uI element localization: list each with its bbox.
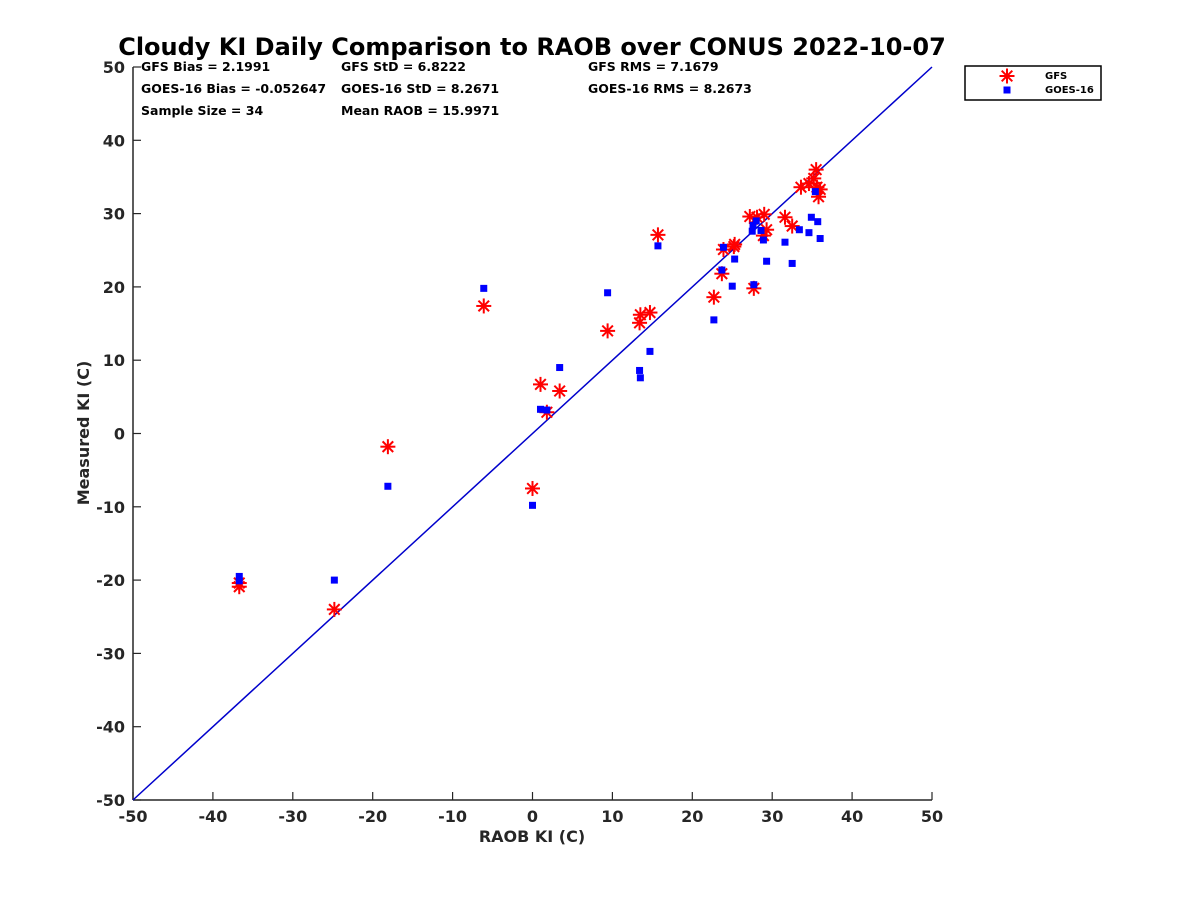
goes-16-point [728,282,736,290]
x-tick-label: 10 [601,807,623,826]
gfs-point [476,298,492,314]
gfs-point [756,206,772,222]
x-tick-label: 30 [761,807,783,826]
stat-gfs-bias: GFS Bias = 2.1991 [141,59,270,74]
legend-box [964,65,1102,101]
data-marks [231,162,828,617]
goes-16-point [749,221,757,229]
y-tick-label: -30 [96,644,125,663]
y-tick-label: 30 [103,205,125,224]
gfs-point [326,601,342,617]
gfs-point [525,480,540,496]
x-tick-label: 0 [527,807,538,826]
goes-16-point [330,576,338,584]
legend-markers [999,68,1015,94]
goes-16-point [795,226,803,234]
legend-label-goes16: GOES-16 [1045,85,1094,96]
gfs-point [808,162,824,178]
goes-16-point [556,364,564,372]
stat-sample-size: Sample Size = 34 [141,103,263,118]
goes-16-point [536,405,544,413]
gfs-point [632,307,648,323]
legend-marker-gfs [999,68,1015,84]
goes-16-point [718,266,726,274]
goes-16-point [763,257,771,265]
x-tick-label: -50 [119,807,148,826]
goes-16-point [788,259,796,267]
stat-gfs-rms: GFS RMS = 7.1679 [588,59,719,74]
legend: GFS GOES-16 [964,65,1102,101]
legend-label-gfs: GFS [1045,71,1067,82]
goes-16-point [529,501,536,509]
goes-16-point [646,347,654,355]
stat-gfs-std: GFS StD = 6.8222 [341,59,466,74]
x-tick-label: -20 [358,807,387,826]
gfs-point [777,209,793,225]
gfs-point [726,239,742,255]
chart-title: Cloudy KI Daily Comparison to RAOB over … [118,33,946,61]
gfs-point [600,323,616,339]
y-tick-label: -40 [96,718,125,737]
y-tick-label: -10 [96,498,125,517]
goes-16-point [636,374,644,382]
gfs-point [784,218,800,234]
x-tick-label: -10 [438,807,467,826]
goes-16-point [719,243,727,251]
stats-panel: GFS Bias = 2.1991 GFS StD = 6.8222 GFS R… [141,59,752,118]
axis-ticks: -50 -40 -30 -20 -10 0 10 20 30 40 50 -50 -40 -30 -20 -1… [96,58,943,826]
goes-16-point [235,572,243,580]
x-tick-label: 50 [921,807,943,826]
goes-16-point [480,284,488,292]
goes-16-point [748,227,756,235]
goes-16-point [807,213,815,221]
y-tick-label: -20 [96,571,125,590]
gfs-point [552,383,568,399]
goes-16-point [814,218,822,226]
goes-16-point [235,577,243,585]
goes-16-point [543,406,551,414]
legend-marker-goes16 [1003,86,1011,94]
x-tick-label: -40 [198,807,227,826]
x-tick-label: -30 [278,807,307,826]
x-tick-label: 20 [681,807,703,826]
goes-16-point [384,482,392,490]
y-tick-label: 20 [103,278,125,297]
gfs-point [532,376,548,392]
y-tick-label: 0 [114,425,125,444]
goes-16-point [816,235,824,243]
gfs-point [642,305,658,321]
goes-16-point [759,236,767,244]
x-axis-label: RAOB KI (C) [479,827,585,846]
goes-16-point [731,255,739,263]
goes-16-point [757,226,765,234]
goes-16-point [781,238,789,246]
goes-16-point [654,242,662,250]
stat-mean-raob: Mean RAOB = 15.9971 [341,103,499,118]
stat-goes-rms: GOES-16 RMS = 8.2673 [588,81,752,96]
goes-16-point [710,316,718,324]
goes-16-point [752,217,760,225]
gfs-point [650,227,666,243]
y-tick-label: 50 [103,58,125,77]
y-axis-label: Measured KI (C) [74,361,93,506]
gfs-point [706,289,722,305]
goes-16-point [811,188,819,196]
goes-16-point [604,289,612,297]
y-tick-label: -50 [96,791,125,810]
goes-16-point [636,366,644,374]
y-tick-label: 40 [103,131,125,150]
x-tick-label: 40 [841,807,863,826]
gfs-point [380,439,396,455]
stat-goes-std: GOES-16 StD = 8.2671 [341,81,499,96]
y-tick-label: 10 [103,351,125,370]
stat-goes-bias: GOES-16 Bias = -0.052647 [141,81,326,96]
gfs-point [714,266,730,282]
goes-16-point [750,281,758,289]
goes-16-point [805,229,813,237]
